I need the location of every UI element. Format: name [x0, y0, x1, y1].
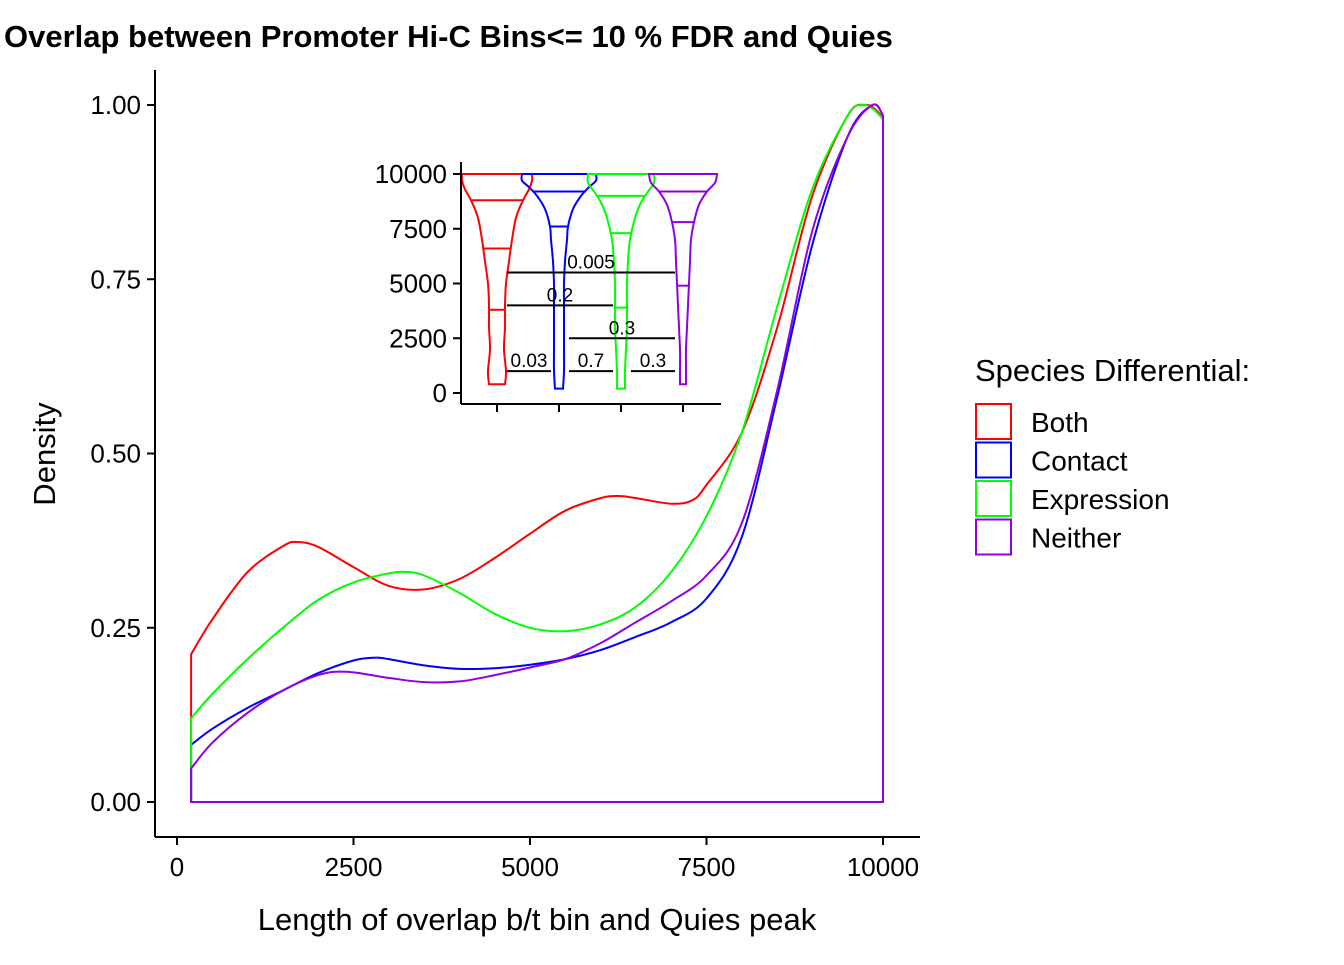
violin-contact [520, 173, 598, 390]
x-tick-label: 2500 [325, 852, 383, 882]
x-tick-label: 5000 [501, 852, 559, 882]
x-axis-title: Length of overlap b/t bin and Quies peak [258, 902, 817, 937]
legend-key-neither [975, 518, 1012, 556]
inset-y-tick-label: 10000 [375, 159, 447, 189]
inset-y-axis-ticks: 0 2500 5000 7500 10000 [375, 159, 461, 408]
inset-y-tick-label: 0 [433, 378, 447, 408]
legend-key-contact [975, 441, 1012, 479]
legend-key-expression [975, 480, 1012, 517]
y-tick-label: 1.00 [90, 90, 141, 120]
x-axis-ticks: 0 2500 5000 7500 10000 [170, 837, 919, 882]
p-value-label: 0.005 [567, 253, 615, 274]
y-tick-label: 0.00 [90, 787, 141, 817]
x-tick-label: 0 [170, 852, 184, 882]
legend-label-contact: Contact [1031, 446, 1128, 477]
violin-neither [647, 173, 719, 386]
inset-x-axis-ticks [496, 404, 684, 412]
legend-label-neither: Neither [1031, 523, 1121, 554]
legend-label-expression: Expression [1031, 484, 1170, 515]
main-density-panel: 0.000.250.500.751.00 0 2500 5000 7500 10000 … [27, 70, 920, 937]
inset-y-tick-label: 5000 [389, 269, 447, 299]
y-axis-title: Density [27, 402, 62, 506]
legend-title: Species Differential: [975, 353, 1250, 388]
p-value-label: 0.2 [547, 285, 573, 306]
p-value-label: 0.7 [578, 351, 604, 372]
p-value-label: 0.3 [640, 351, 666, 372]
comparison-brackets: 0.03 0.7 0.30.30.20.005 [507, 253, 675, 373]
y-tick-label: 0.25 [90, 613, 141, 643]
legend-label-both: Both [1031, 407, 1089, 438]
legend-key-both [975, 403, 1012, 440]
chart-title: Overlap between Promoter Hi-C Bins<= 10 … [4, 19, 893, 54]
y-tick-label: 0.75 [90, 264, 141, 294]
density-curve-contact [190, 103, 884, 803]
x-tick-label: 10000 [847, 852, 919, 882]
inset-y-tick-label: 7500 [389, 214, 447, 244]
density-curve-neither [190, 103, 884, 803]
density-curve-both [190, 103, 884, 803]
violin-expression [586, 173, 656, 390]
density-curves [190, 103, 884, 803]
violin-both [460, 173, 534, 386]
y-axis-ticks: 0.00 0.25 0.50 0.75 1.00 [90, 90, 155, 817]
x-tick-label: 7500 [678, 852, 736, 882]
p-value-label: 0.03 [511, 351, 548, 372]
inset-y-tick-label: 2500 [389, 323, 447, 353]
density-curve-expression [190, 103, 884, 803]
violins [460, 173, 719, 390]
p-value-label: 0.3 [609, 318, 635, 339]
y-tick-label: 0.50 [90, 439, 141, 469]
legend: Species Differential: Both Contact Express… [975, 353, 1250, 556]
legend-items: Both Contact Expression Neither [975, 403, 1170, 556]
